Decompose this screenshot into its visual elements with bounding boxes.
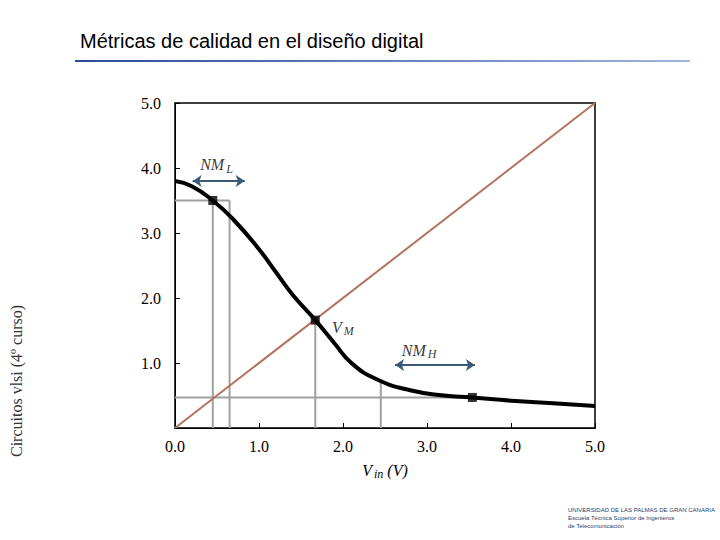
svg-text:1.0: 1.0 — [141, 355, 161, 372]
svg-text:5.0: 5.0 — [141, 95, 161, 112]
svg-text:NM: NM — [401, 342, 428, 359]
svg-text:5.0: 5.0 — [585, 438, 605, 455]
svg-text:L: L — [225, 162, 233, 176]
svg-text:V: V — [332, 319, 344, 336]
html-text:UNIVERSIDAD DE LAS PALMAS DE G: UNIVERSIDAD DE LAS PALMAS DE GRAN CANARI… — [568, 507, 715, 513]
svg-text:4.0: 4.0 — [141, 160, 161, 177]
svg-text:3.0: 3.0 — [141, 225, 161, 242]
svg-text:in: in — [374, 467, 383, 481]
svg-text:H: H — [427, 347, 438, 361]
svg-text:0.0: 0.0 — [165, 438, 185, 455]
svg-text:4.0: 4.0 — [501, 438, 521, 455]
svg-text:3.0: 3.0 — [417, 438, 437, 455]
svg-text:2.0: 2.0 — [333, 438, 353, 455]
svg-text:NM: NM — [199, 156, 226, 173]
svg-text:(V): (V) — [383, 462, 407, 480]
svg-text:2.0: 2.0 — [141, 290, 161, 307]
html-text:de Telecomunicación: de Telecomunicación — [568, 523, 624, 529]
html-text:Circuitos vlsi (4º curso): Circuitos vlsi (4º curso) — [8, 305, 25, 457]
svg-text:M: M — [343, 324, 355, 338]
html-text:Métricas de calidad en el dise: Métricas de calidad en el diseño digital — [80, 30, 424, 52]
html-text:Escuela Técnica Superior de In: Escuela Técnica Superior de Ingenieros — [568, 515, 675, 521]
svg-text:V: V — [362, 462, 374, 479]
svg-text:1.0: 1.0 — [249, 438, 269, 455]
